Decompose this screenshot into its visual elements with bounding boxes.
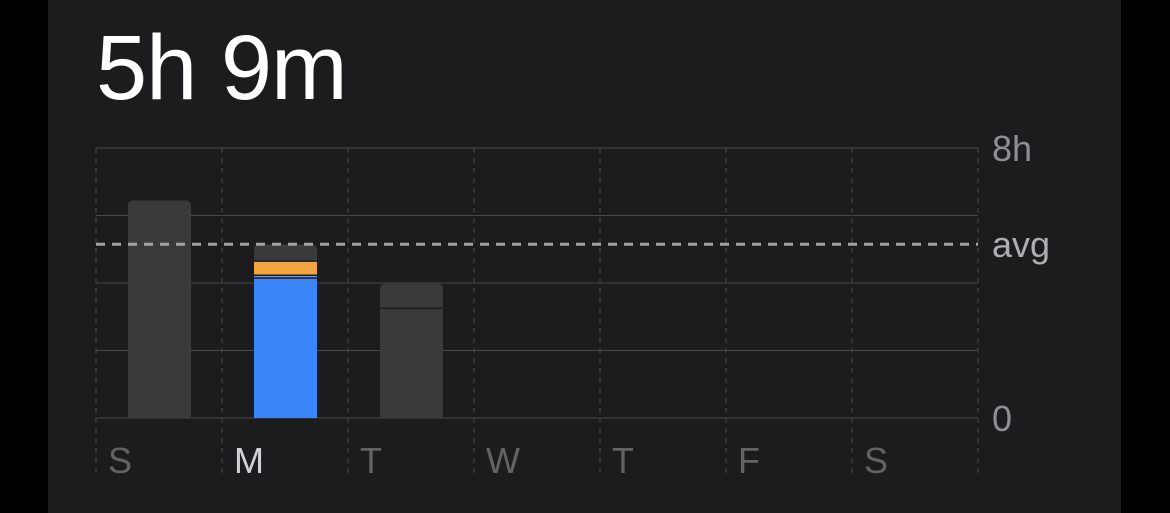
day-label: M — [234, 440, 264, 481]
average-label: avg — [992, 224, 1050, 265]
y-tick-label: 0 — [992, 398, 1012, 439]
y-tick-label: 8h — [992, 128, 1032, 169]
bar-segment — [254, 275, 317, 278]
bar-segment — [254, 244, 317, 262]
bar-2[interactable] — [380, 283, 443, 418]
bar-1[interactable] — [254, 244, 317, 418]
day-label: S — [864, 440, 888, 481]
screen-time-card — [48, 0, 1121, 513]
bar-segment — [128, 200, 191, 418]
bar-segment — [254, 261, 317, 276]
day-label: T — [612, 440, 634, 481]
day-label: F — [738, 440, 760, 481]
bar-segment — [254, 277, 317, 418]
day-label: T — [360, 440, 382, 481]
bar-0[interactable] — [128, 200, 191, 418]
day-label: W — [486, 440, 520, 481]
day-label: S — [108, 440, 132, 481]
total-screen-time: 5h 9m — [96, 17, 348, 119]
bar-segment — [380, 283, 443, 309]
bar-segment — [380, 308, 443, 418]
